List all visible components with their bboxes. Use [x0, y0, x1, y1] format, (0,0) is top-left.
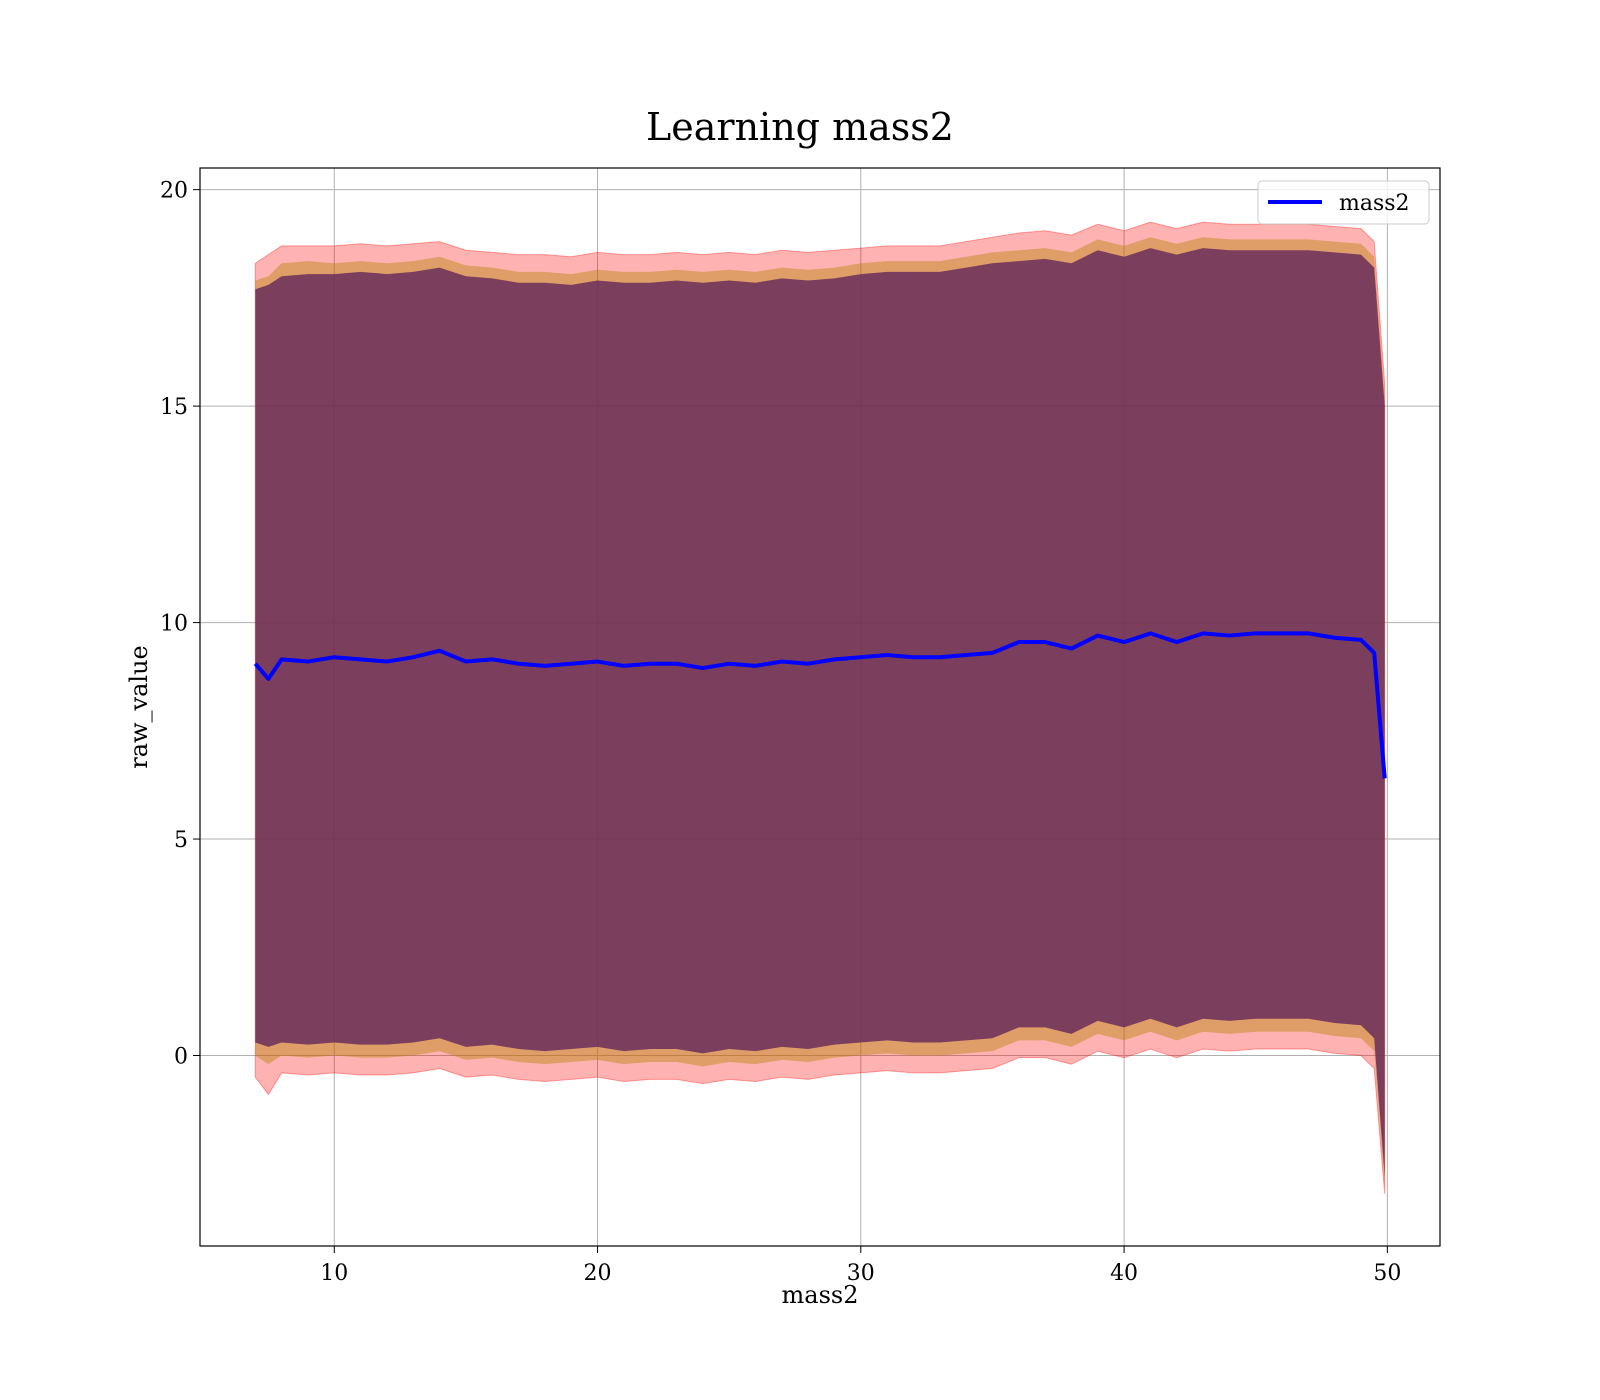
y-tick-label: 20	[160, 179, 188, 204]
y-tick-label: 15	[160, 395, 188, 420]
series-line-mass2	[253, 631, 1387, 779]
x-axis-ticks: 10 20 30 40 50	[320, 1246, 1401, 1286]
confidence-bands	[254, 221, 1386, 1195]
plot-area	[199, 167, 1441, 1247]
x-tick-label: 20	[584, 1261, 612, 1286]
legend-box	[1257, 180, 1430, 225]
y-tick-label: 5	[174, 828, 188, 853]
chart-title: Learning mass2	[646, 105, 954, 149]
series-lines	[253, 631, 1387, 779]
plot-frame	[199, 167, 1441, 1247]
x-tick-label: 50	[1373, 1261, 1401, 1286]
y-tick-label: 0	[174, 1045, 188, 1070]
x-tick-label: 10	[320, 1261, 348, 1286]
y-tick-label: 10	[160, 612, 188, 637]
legend-label: mass2	[1339, 191, 1410, 216]
legend: mass2	[1257, 180, 1430, 225]
y-axis-ticks: 0 5 10 15 20	[160, 179, 200, 1070]
x-axis-label: mass2	[782, 1281, 859, 1309]
band-inner	[255, 248, 1385, 1177]
x-tick-label: 30	[847, 1261, 875, 1286]
y-axis-label: raw_value	[125, 645, 153, 769]
x-tick-label: 40	[1110, 1261, 1138, 1286]
